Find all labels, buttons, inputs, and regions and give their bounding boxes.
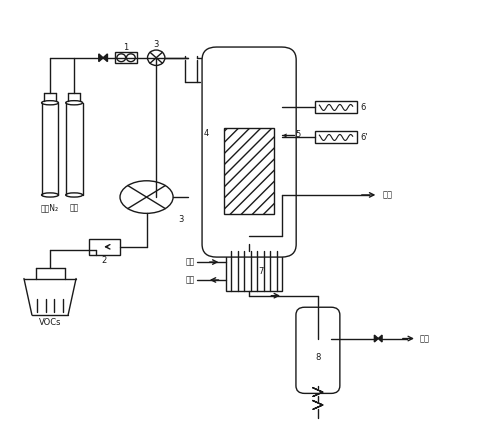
Text: 4: 4 xyxy=(204,129,209,138)
Text: 空气: 空气 xyxy=(70,203,79,212)
Text: 检测: 检测 xyxy=(383,191,393,199)
Ellipse shape xyxy=(42,101,58,105)
Ellipse shape xyxy=(42,193,58,197)
Text: 1: 1 xyxy=(123,42,129,52)
Text: 7: 7 xyxy=(259,267,264,275)
Polygon shape xyxy=(99,54,103,62)
Text: 3: 3 xyxy=(178,215,183,225)
Text: 8: 8 xyxy=(315,353,321,362)
Text: 3: 3 xyxy=(154,40,159,49)
Text: 2: 2 xyxy=(102,256,107,264)
Ellipse shape xyxy=(66,193,82,197)
Bar xyxy=(226,251,282,291)
Ellipse shape xyxy=(66,101,82,105)
Ellipse shape xyxy=(120,181,173,213)
Text: 放空: 放空 xyxy=(419,334,429,343)
Bar xyxy=(316,101,356,114)
Polygon shape xyxy=(378,335,382,342)
Text: 高纯N₂: 高纯N₂ xyxy=(41,203,59,212)
Bar xyxy=(224,128,274,214)
Text: 6: 6 xyxy=(360,103,366,112)
Polygon shape xyxy=(374,335,378,342)
FancyBboxPatch shape xyxy=(202,47,296,257)
Text: VOCs: VOCs xyxy=(39,318,61,327)
Bar xyxy=(89,239,120,255)
Bar xyxy=(115,52,137,63)
Text: 6': 6' xyxy=(360,133,368,142)
Text: 出水: 出水 xyxy=(186,257,195,267)
Polygon shape xyxy=(103,54,108,62)
Text: 进水: 进水 xyxy=(186,275,195,284)
FancyBboxPatch shape xyxy=(296,307,340,393)
Text: 5: 5 xyxy=(295,130,300,139)
Bar xyxy=(316,132,356,143)
